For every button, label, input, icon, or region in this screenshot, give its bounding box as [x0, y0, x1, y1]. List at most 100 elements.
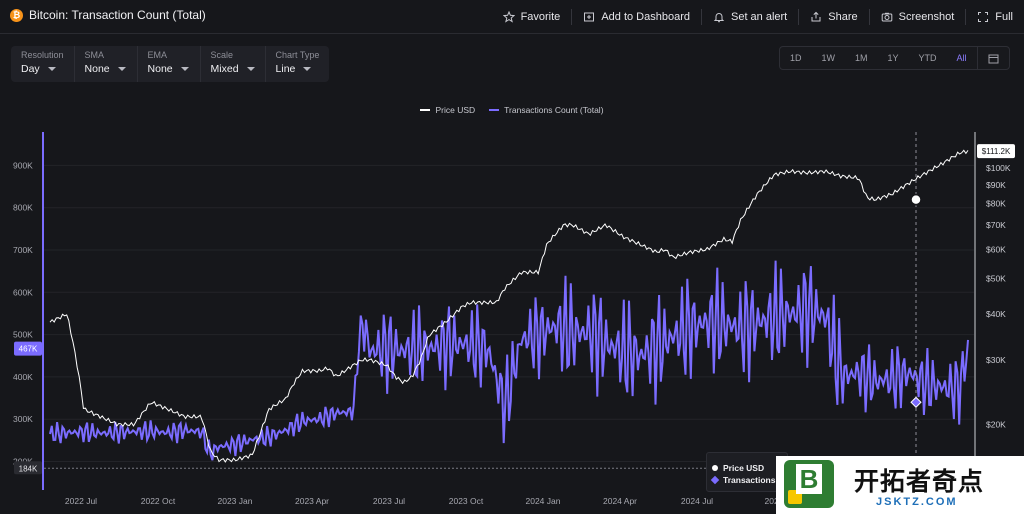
y2-tick-label: $50K	[986, 273, 1006, 283]
y-tick-label: 400K	[13, 372, 33, 382]
share-label: Share	[828, 11, 858, 23]
watermark-en-text: JSKTZ.COM	[876, 496, 958, 508]
tx-diamond-icon	[710, 475, 720, 485]
current-price-badge	[977, 144, 1015, 159]
tooltip-tx-label: Transactions	[723, 475, 776, 485]
x-tick-label: 2023 Apr	[295, 496, 329, 506]
x-tick-label: 2024 Jan	[526, 496, 561, 506]
screenshot-label: Screenshot	[898, 11, 955, 23]
x-tick-label: 2022 Jul	[65, 496, 97, 506]
camera-icon	[881, 12, 892, 22]
range-1m-button[interactable]: 1M	[855, 53, 868, 63]
ema-select[interactable]: EMA None	[138, 46, 201, 82]
set-alert-button[interactable]: Set an alert	[700, 9, 798, 25]
transaction-count-chart[interactable]: 200K300K400K500K600K700K800K900K$20K$30K…	[0, 120, 1024, 514]
add-to-dashboard-button[interactable]: Add to Dashboard	[571, 9, 701, 25]
watermark-cn-text: 开拓者奇点	[854, 467, 985, 496]
y-tick-label: 900K	[13, 160, 33, 170]
x-tick-label: 2024 Apr	[603, 496, 637, 506]
resolution-label: Resolution	[21, 50, 64, 60]
calendar-icon	[988, 54, 999, 63]
tooltip-price-row: Price USD	[712, 463, 764, 473]
date-range-button[interactable]	[976, 47, 1009, 69]
y2-tick-label: $70K	[986, 220, 1006, 230]
price-series-line	[49, 149, 969, 463]
chevron-down-icon	[246, 67, 255, 71]
legend-price-label: Price USD	[435, 105, 476, 115]
y-tick-label: 600K	[13, 287, 33, 297]
y2-tick-label: $20K	[986, 419, 1006, 429]
price-dot-icon	[712, 465, 718, 471]
sma-value: None	[84, 63, 110, 75]
site-watermark: B 开拓者奇点 JSKTZ.COM	[776, 456, 1024, 514]
chevron-down-icon	[117, 67, 126, 71]
resolution-select[interactable]: Resolution Day	[11, 46, 75, 82]
x-tick-label: 2022 Oct	[141, 496, 176, 506]
x-tick-label: 2023 Oct	[449, 496, 484, 506]
x-tick-label: 2024 Jul	[681, 496, 713, 506]
y2-tick-label: $100K	[986, 163, 1011, 173]
range-ytd-button[interactable]: YTD	[918, 53, 937, 63]
range-1w-button[interactable]: 1W	[821, 53, 836, 63]
share-icon	[811, 11, 821, 22]
price-hover-marker	[910, 193, 922, 206]
chart-title-group: ₿ Bitcoin: Transaction Count (Total)	[10, 8, 206, 22]
tooltip-price-label: Price USD	[723, 463, 765, 473]
legend-item-tx[interactable]: Transactions Count (Total)	[489, 105, 604, 115]
favorite-button[interactable]: Favorite	[492, 9, 572, 25]
y2-tick-label: $90K	[986, 180, 1006, 190]
ema-value: None	[147, 63, 173, 75]
bitcoin-icon: ₿	[10, 8, 23, 22]
chart-legend: Price USD Transactions Count (Total)	[0, 105, 1024, 115]
star-icon	[502, 11, 515, 23]
screenshot-button[interactable]: Screenshot	[868, 9, 966, 25]
add-to-dashboard-label: Add to Dashboard	[601, 11, 690, 23]
scale-label: Scale	[210, 50, 234, 60]
dashboard-add-icon	[584, 12, 595, 22]
chevron-down-icon	[180, 67, 189, 71]
y2-tick-label: $60K	[986, 244, 1006, 254]
price-legend-swatch	[420, 109, 431, 111]
tooltip-tx-row: Transactions	[710, 475, 776, 485]
chevron-down-icon	[303, 67, 312, 71]
y2-tick-label: $40K	[986, 309, 1006, 319]
scale-select[interactable]: Scale Mixed	[201, 46, 266, 82]
hover-tooltip: Price USD Transactions	[706, 452, 788, 492]
y2-tick-label: $80K	[986, 199, 1006, 209]
tx-legend-swatch	[489, 109, 500, 111]
y-tick-label: 300K	[13, 414, 33, 424]
y-tick-label: 500K	[13, 330, 33, 340]
current-tx-label: 467K	[19, 345, 38, 354]
scale-value: Mixed	[210, 63, 239, 75]
set-alert-label: Set an alert	[730, 11, 788, 23]
chart-controls: Resolution Day SMA None EMA None Scale M…	[11, 46, 330, 82]
share-button[interactable]: Share	[798, 9, 868, 25]
y-tick-label: 700K	[13, 245, 33, 255]
legend-item-price[interactable]: Price USD	[420, 105, 475, 115]
min-value-label: 184K	[19, 464, 38, 473]
y-tick-label: 800K	[13, 203, 33, 213]
range-1y-button[interactable]: 1Y	[887, 53, 899, 63]
fullscreen-button[interactable]: Full	[965, 9, 1024, 25]
chevron-down-icon	[47, 67, 56, 71]
legend-tx-label: Transactions Count (Total)	[504, 105, 604, 115]
fullscreen-label: Full	[995, 11, 1013, 23]
current-tx-badge	[14, 341, 42, 356]
watermark-logo: B	[784, 460, 834, 508]
chart-type-select[interactable]: Chart Type Line	[266, 46, 330, 82]
logo-letter: B	[796, 464, 822, 494]
x-tick-label: 2023 Jan	[218, 496, 253, 506]
favorite-label: Favorite	[520, 11, 561, 23]
tx-hover-marker	[910, 396, 922, 408]
bell-icon	[713, 13, 725, 23]
range-selector: 1D 1W 1M 1Y YTD All	[779, 46, 1010, 70]
range-all-button[interactable]: All	[956, 53, 967, 63]
range-1d-button[interactable]: 1D	[790, 53, 802, 63]
min-value-badge	[14, 461, 42, 475]
x-tick-label: 2023 Jul	[373, 496, 405, 506]
page-title: Bitcoin: Transaction Count (Total)	[29, 8, 206, 22]
sma-select[interactable]: SMA None	[75, 46, 138, 82]
ema-label: EMA	[147, 50, 168, 60]
y2-tick-label: $30K	[986, 355, 1006, 365]
header-actions: Favorite Add to Dashboard Set an alert S…	[492, 0, 1024, 34]
